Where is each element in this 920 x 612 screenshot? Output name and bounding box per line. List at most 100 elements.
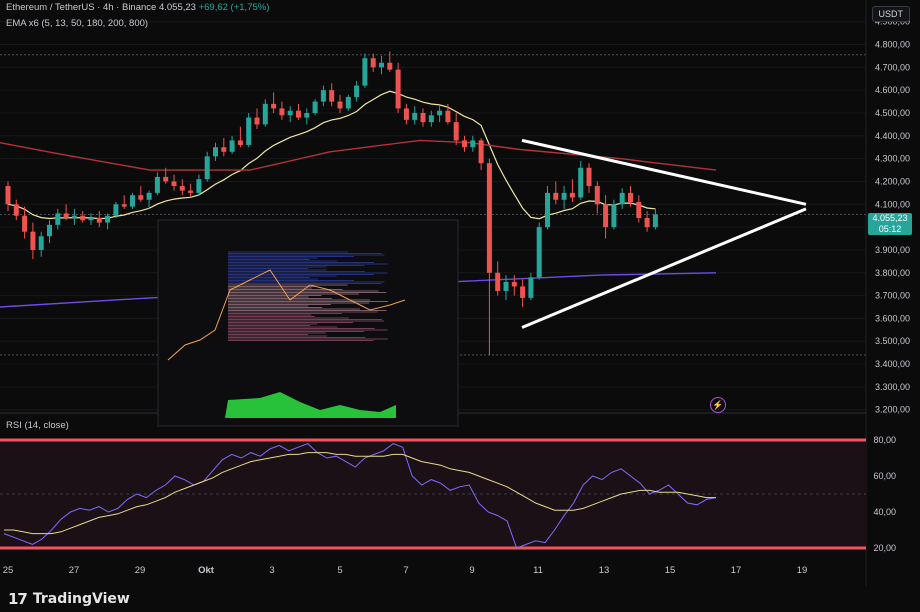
inset-volume-area	[225, 392, 396, 418]
candle-body	[130, 195, 135, 207]
candle-body	[138, 195, 144, 200]
candle-body	[478, 140, 484, 164]
candle-body	[636, 202, 642, 218]
candle-body	[594, 186, 600, 205]
rsi-ma-line	[4, 452, 716, 535]
bolt-icon[interactable]: ⚡	[710, 397, 726, 413]
candle-body	[221, 147, 227, 152]
candle-body	[611, 204, 617, 228]
candle-body	[561, 192, 567, 200]
candle-body	[486, 163, 492, 273]
candle-body	[146, 192, 152, 200]
candle-body	[71, 215, 77, 218]
candle-body	[287, 110, 293, 116]
candle-body	[345, 97, 351, 109]
rsi-tick-label: 20,00	[873, 543, 896, 553]
y-tick-label: 4.800,00	[875, 40, 910, 50]
candle-body	[503, 281, 509, 292]
candle-body	[88, 217, 94, 221]
y-tick-label: 4.200,00	[875, 176, 910, 186]
rsi-line	[3, 443, 717, 549]
candle-body	[403, 108, 409, 120]
candle-body	[271, 103, 277, 109]
candle-body	[38, 236, 44, 250]
candle-body	[246, 117, 252, 145]
candle-body	[578, 167, 584, 198]
candle-body	[652, 214, 658, 228]
candle-body	[179, 186, 185, 191]
triangle-upper-line	[521, 138, 807, 206]
candle-body	[196, 179, 202, 193]
y-tick-label: 3.900,00	[875, 245, 910, 255]
candle-body	[204, 156, 210, 180]
candle-body	[237, 140, 243, 145]
y-tick-label: 4.100,00	[875, 199, 910, 209]
candle-body	[105, 215, 111, 223]
candle-body	[619, 192, 625, 205]
candle-body	[113, 204, 119, 216]
candle-body	[279, 108, 285, 116]
candle-body	[462, 140, 467, 148]
candle-body	[96, 217, 102, 223]
candle-body	[312, 101, 318, 113]
x-tick-label: 29	[135, 565, 146, 576]
currency-button[interactable]: USDT	[871, 6, 910, 22]
candle-body	[511, 281, 517, 287]
candle-body	[188, 190, 194, 193]
y-tick-label: 4.500,00	[875, 108, 910, 118]
candle-body	[30, 231, 36, 250]
y-tick-label: 3.500,00	[875, 336, 910, 346]
rsi-tick-label: 60,00	[873, 471, 896, 481]
candle-body	[586, 167, 592, 187]
candle-body	[520, 286, 526, 298]
y-tick-label: 3.400,00	[875, 359, 910, 369]
y-tick-label: 3.300,00	[875, 382, 910, 392]
y-tick-label: 3.700,00	[875, 291, 910, 301]
x-tick-label: 13	[599, 565, 610, 576]
y-tick-label: 4.400,00	[875, 131, 910, 141]
candle-body	[644, 217, 650, 228]
y-tick-label: 3.600,00	[875, 313, 910, 323]
candle-body	[354, 85, 360, 98]
candle-body	[495, 272, 501, 292]
candle-body	[420, 112, 426, 123]
y-tick-label: 4.300,00	[875, 154, 910, 164]
inset-screenshot	[157, 219, 459, 427]
candle-body	[569, 192, 575, 198]
candle-body	[63, 213, 69, 218]
x-tick-label: 19	[797, 565, 808, 576]
ema-line	[0, 139, 717, 171]
rsi-tick-label: 40,00	[873, 507, 896, 517]
candle-body	[304, 112, 310, 118]
candle-body	[296, 110, 301, 118]
x-tick-label: 27	[69, 565, 80, 576]
candle-body	[80, 215, 86, 221]
current-price: 4.055,23	[158, 2, 196, 13]
footer: 17 TradingView	[0, 586, 920, 612]
candle-body	[5, 186, 11, 205]
candle-body	[528, 277, 534, 298]
candle-body	[362, 58, 368, 86]
tradingview-brand: TradingView	[32, 591, 130, 607]
tradingview-logo[interactable]: 17 TradingView	[8, 590, 130, 608]
candle-body	[428, 115, 434, 123]
candle-body	[154, 176, 160, 193]
x-tick-label: 9	[469, 565, 474, 576]
candle-body	[55, 213, 61, 225]
price-change: +69,62 (+1,75%)	[198, 2, 270, 13]
candle-body	[262, 103, 268, 125]
candle-body	[470, 140, 476, 148]
candle-body	[163, 176, 169, 182]
rsi-tick-label: 80,00	[873, 435, 896, 445]
candle-body	[13, 204, 19, 216]
y-tick-label: 3.200,00	[875, 405, 910, 415]
candle-body	[628, 192, 633, 203]
candle-body	[387, 62, 393, 70]
candle-body	[254, 117, 260, 125]
last-price-label: 4.055,23 05:12	[868, 213, 912, 235]
candle-body	[171, 181, 177, 187]
y-tick-label: 3.800,00	[875, 268, 910, 278]
x-tick-label: 5	[337, 565, 342, 576]
candle-body	[553, 192, 559, 200]
